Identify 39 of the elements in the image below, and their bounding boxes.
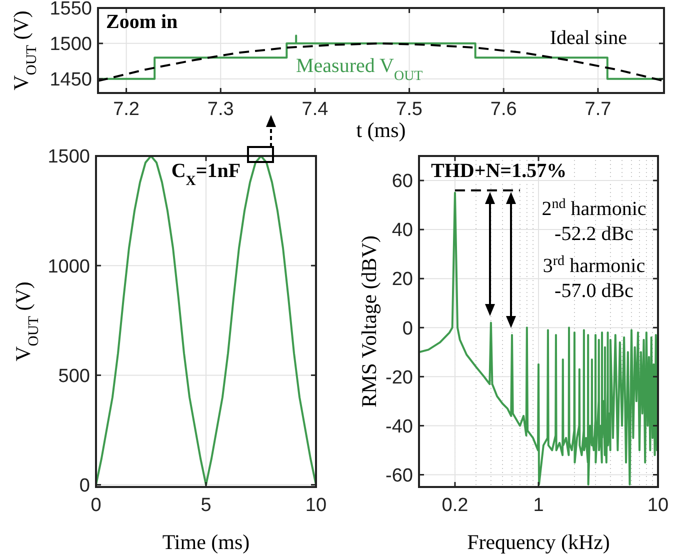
annotation: 2$^{nd}$ harmonic [542,196,646,220]
x-axis-title: Time (ms) [162,530,250,554]
y-tick-label: 1500 [50,34,92,56]
annotation: -52.2 dBc [554,223,634,245]
y-tick-label: -40 [386,416,413,438]
y-tick-label: -60 [386,465,413,486]
y-tick-label: 40 [392,220,413,242]
x-tick-label: 10 [647,495,669,516]
y-tick-label: 1000 [48,256,90,278]
y-axis-title: RMS Voltage (dBV) [357,236,381,408]
y-tick-label: 1450 [50,69,92,90]
x-tick-label: 7.5 [396,99,423,120]
y-tick-label: 60 [392,171,413,192]
x-tick-label: 7.3 [207,99,234,120]
x-tick-label: 0.2 [442,495,468,516]
y-tick-label: 1550 [50,0,92,20]
x-tick-label: 7.7 [584,99,612,120]
y-tick-label: -20 [386,367,413,388]
x-axis-title: t (ms) [356,118,406,142]
x-tick-label: 1 [533,495,544,516]
y-tick-label: 500 [58,366,90,387]
annotation: C$_{X}$=1nF [171,160,241,188]
y-tick-label: 20 [392,269,413,290]
x-tick-label: 7.6 [490,99,517,120]
x-tick-label: 10 [305,495,327,516]
annotation: Zoom in [106,11,178,33]
annotation: -57.0 dBc [554,280,634,302]
line-series [96,156,316,486]
annotation: 3$^{rd}$ harmonic [542,254,646,277]
x-axis-title: Frequency (kHz) [467,530,610,554]
y-tick-label: 0 [79,475,90,496]
x-tick-label: 5 [200,495,212,516]
x-tick-label: 7.4 [302,99,329,120]
x-tick-label: 7.2 [113,99,140,120]
y-tick-label: 0 [402,318,413,340]
annotation: THD+N=1.57% [431,160,567,182]
series-label: Ideal sine [550,27,628,49]
y-tick-label: 1500 [48,146,90,168]
series-label: Measured V$_{OUT}$ [296,55,424,84]
